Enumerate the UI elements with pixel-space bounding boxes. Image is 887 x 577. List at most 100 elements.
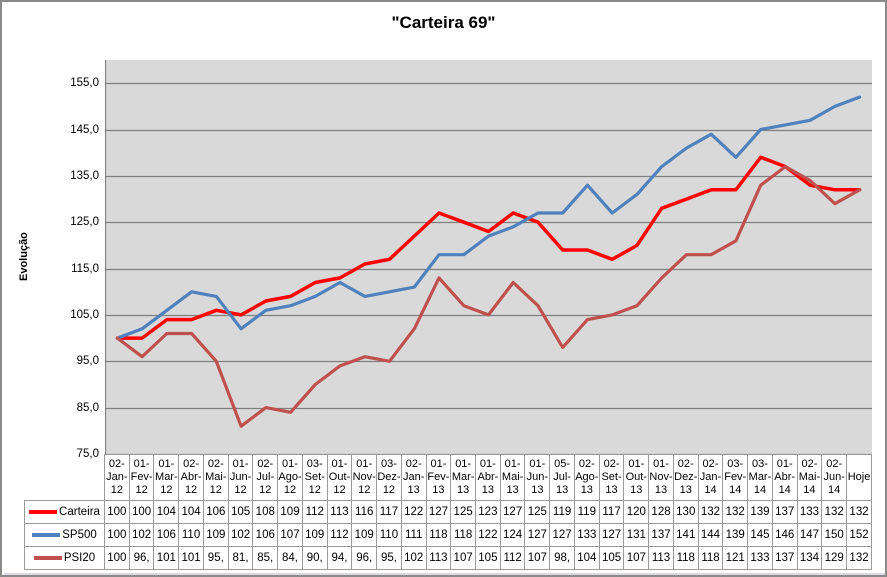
date-column-header: 01-Jun-12 xyxy=(227,454,254,501)
value-cell: 90, xyxy=(301,546,328,570)
legend-label: PSI20 xyxy=(63,551,96,564)
value-cell: 100 xyxy=(104,500,130,524)
value-cell: 118 xyxy=(697,546,724,570)
value-cell: 107 xyxy=(277,523,303,547)
value-cell: 100 xyxy=(128,500,155,524)
date-column-header: 03-Fev-14 xyxy=(722,454,749,501)
value-cell: 106 xyxy=(202,500,229,524)
value-cell: 133 xyxy=(747,546,773,570)
value-cell: 106 xyxy=(153,523,180,547)
value-cell: 113 xyxy=(326,500,353,524)
value-cell: 110 xyxy=(376,523,402,547)
table-row: SP500 100 102 106 110 109 102 106 107 109 112 109 11… xyxy=(24,523,872,547)
y-tick-label: 155,0 xyxy=(70,77,99,90)
value-cell: 109 xyxy=(277,500,303,524)
date-column-header: 01-Mar-12 xyxy=(153,454,180,501)
value-cell: 145 xyxy=(747,523,773,547)
y-axis-tick-labels: 155,0 145,0 135,0 125,0 115,0 105,0 95,0 85,0 75… xyxy=(40,2,99,575)
value-cell: 117 xyxy=(598,500,625,524)
value-cell: 122 xyxy=(400,500,427,524)
value-cell: 132 xyxy=(846,500,872,524)
value-cell: 127 xyxy=(524,523,551,547)
value-cell: 137 xyxy=(648,523,674,547)
value-cell: 110 xyxy=(178,523,204,547)
y-tick-label: 135,0 xyxy=(70,169,99,182)
value-cell: 109 xyxy=(202,523,229,547)
value-cell: 113 xyxy=(648,546,674,570)
value-cell: 129 xyxy=(821,546,848,570)
legend-key-carteira: Carteira xyxy=(24,500,105,524)
date-column-header: 02-Jun-14 xyxy=(821,454,848,501)
value-cell: 105 xyxy=(227,500,254,524)
date-column-header: 02-Jan-14 xyxy=(697,454,724,501)
value-cell: 104 xyxy=(178,500,204,524)
value-cell: 120 xyxy=(623,500,650,524)
value-cell: 119 xyxy=(573,500,600,524)
date-column-header: 01-Mar-13 xyxy=(450,454,477,501)
value-cell: 132 xyxy=(846,546,872,570)
value-cell: 106 xyxy=(252,523,279,547)
date-column-header: 01-Nov-13 xyxy=(648,454,674,501)
value-cell: 96, xyxy=(351,546,378,570)
value-cell: 104 xyxy=(153,500,180,524)
date-column-header: 02-Abr-12 xyxy=(178,454,204,501)
value-cell: 118 xyxy=(672,546,699,570)
date-column-header: 01-Out-13 xyxy=(623,454,650,501)
date-column-header: 05-Jul-13 xyxy=(549,454,575,501)
value-cell: 85, xyxy=(252,546,279,570)
value-cell: 127 xyxy=(549,523,575,547)
value-cell: 107 xyxy=(623,546,650,570)
value-cell: 139 xyxy=(747,500,773,524)
value-cell: 118 xyxy=(450,523,477,547)
sp500-line xyxy=(115,95,862,340)
chart-svg xyxy=(105,60,872,454)
value-cell: 116 xyxy=(351,500,378,524)
value-cell: 127 xyxy=(425,500,452,524)
value-cell: 152 xyxy=(846,523,872,547)
value-cell: 100 xyxy=(104,523,130,547)
value-cell: 118 xyxy=(425,523,452,547)
date-column-header: 02-Mai-12 xyxy=(202,454,229,501)
value-cell: 121 xyxy=(722,546,749,570)
value-cell: 146 xyxy=(771,523,798,547)
value-cell: 104 xyxy=(573,546,600,570)
value-cell: 108 xyxy=(252,500,279,524)
value-cell: 96, xyxy=(128,546,155,570)
worksheet-gridline xyxy=(4,573,885,575)
value-cell: 133 xyxy=(573,523,600,547)
value-cell: 107 xyxy=(450,546,477,570)
y-tick-label: 145,0 xyxy=(70,123,99,136)
carteira-line xyxy=(115,155,862,340)
value-cell: 94, xyxy=(326,546,353,570)
value-cell: 131 xyxy=(623,523,650,547)
value-cell: 147 xyxy=(796,523,823,547)
y-axis-title: Evolução xyxy=(18,232,30,282)
date-column-header: 01-Mai-13 xyxy=(499,454,526,501)
value-cell: 105 xyxy=(598,546,625,570)
value-cell: 132 xyxy=(697,500,724,524)
value-cell: 105 xyxy=(475,546,501,570)
value-cell: 81, xyxy=(227,546,254,570)
value-cell: 98, xyxy=(549,546,575,570)
value-cell: 111 xyxy=(400,523,427,547)
date-column-header: 02-Jan-12 xyxy=(104,454,130,501)
value-cell: 139 xyxy=(722,523,749,547)
value-cell: 112 xyxy=(326,523,353,547)
chart-title: "Carteira 69" xyxy=(391,13,496,32)
table-corner-blank xyxy=(25,455,105,501)
value-cell: 112 xyxy=(301,500,328,524)
value-cell: 130 xyxy=(672,500,699,524)
value-cell: 107 xyxy=(524,546,551,570)
date-column-header: 02-Set-13 xyxy=(598,454,625,501)
legend-label: SP500 xyxy=(62,528,97,541)
value-cell: 117 xyxy=(376,500,402,524)
value-cell: 95, xyxy=(376,546,402,570)
value-cell: 144 xyxy=(697,523,724,547)
date-column-header: 01-Fev-12 xyxy=(128,454,155,501)
value-cell: 100 xyxy=(104,546,130,570)
value-cell: 102 xyxy=(227,523,254,547)
value-cell: 101 xyxy=(178,546,204,570)
value-cell: 133 xyxy=(796,500,823,524)
data-table: 02-Jan-12 01-Fev-12 01-Mar-12 02-Abr-12 02-M… xyxy=(24,454,872,570)
